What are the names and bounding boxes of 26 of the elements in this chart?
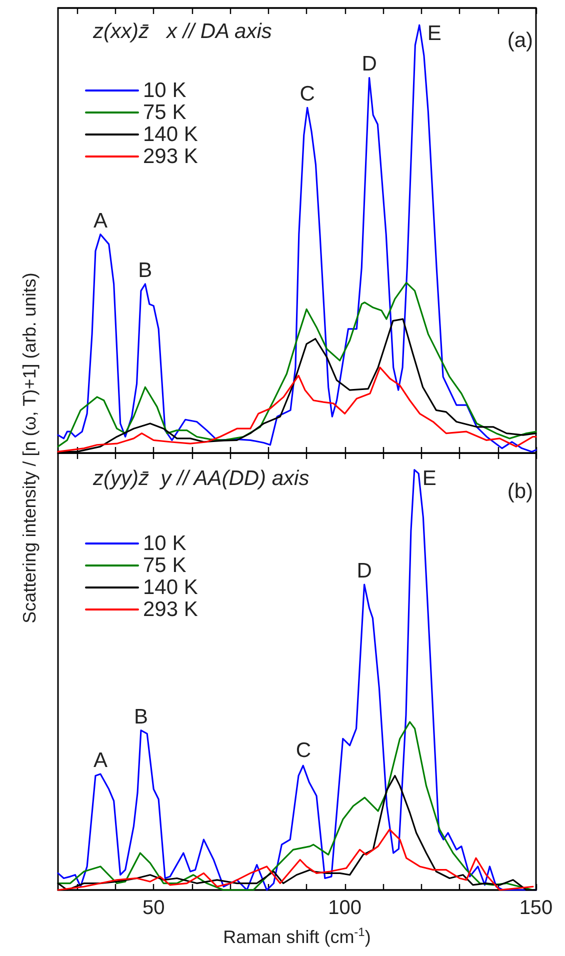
legend-label: 10 K	[143, 79, 186, 102]
legend-label: 140 K	[143, 576, 198, 599]
x-tick-label: 50	[142, 897, 165, 919]
annotation: E	[422, 466, 436, 490]
legend-label: 10 K	[143, 532, 186, 555]
annotation: A	[93, 749, 108, 772]
x-tick-label: 100	[328, 897, 362, 919]
annotation: B	[138, 258, 152, 282]
legend-label: 140 K	[143, 123, 198, 146]
legend-label: 75 K	[143, 554, 186, 577]
annotation: D	[362, 52, 377, 76]
annotation: (a)	[507, 29, 534, 52]
legend-label: 293 K	[143, 598, 198, 621]
chart-title: z(xx)z̄ x // DA axis	[92, 20, 272, 43]
annotation: A	[93, 209, 108, 232]
legend-label: 75 K	[143, 101, 186, 124]
annotation: B	[134, 705, 148, 728]
annotation: (b)	[507, 480, 534, 503]
annotation: E	[427, 22, 442, 46]
annotation: C	[296, 738, 312, 762]
chart-title: z(yy)z̄ y // AA(DD) axis	[92, 467, 310, 490]
annotation: D	[356, 560, 372, 583]
x-tick-label: 150	[519, 897, 553, 919]
annotation: C	[300, 82, 315, 106]
y-axis-title: Scattering intensity / [n (ω, T)+1] (arb. units)	[20, 272, 40, 624]
legend-label: 293 K	[143, 145, 198, 168]
